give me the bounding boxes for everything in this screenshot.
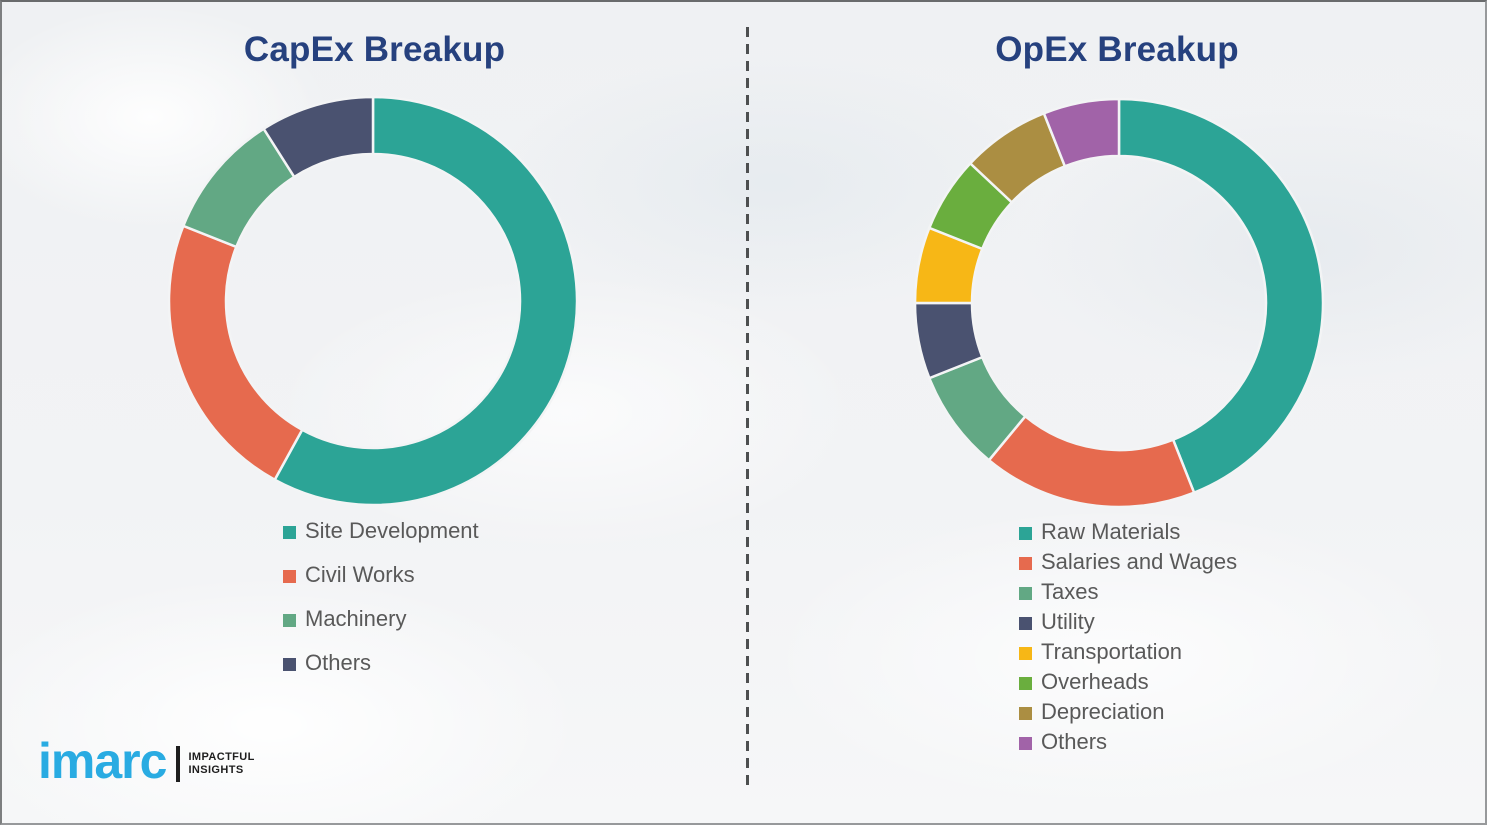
legend-label: Depreciation [1041, 699, 1165, 724]
legend-label: Civil Works [305, 562, 415, 587]
capex-legend: Site Development Civil Works Machinery Othe… [283, 510, 479, 686]
legend-item-raw-materials: Raw Materials [1019, 518, 1237, 548]
legend-item-salaries-and-wages: Salaries and Wages [1019, 548, 1237, 578]
legend-label: Others [1041, 729, 1108, 754]
legend-item-utility: Utility [1019, 608, 1237, 638]
legend-item-machinery: Machinery [283, 598, 479, 642]
imarc-logo: imarc IMPACTFUL INSIGHTS [38, 736, 255, 786]
logo-divider-bar [176, 746, 181, 782]
legend-item-depreciation: Depreciation [1019, 698, 1237, 728]
legend-swatch [283, 613, 296, 627]
donut-segment-others [261, 95, 375, 179]
dashed-divider [746, 27, 749, 790]
opex-legend: Raw Materials Salaries and Wages Taxes Util… [1019, 518, 1237, 758]
legend-item-civil-works: Civil Works [283, 554, 479, 598]
legend-label: Site Development [305, 518, 479, 543]
capex-chart-title: CapEx Breakup [243, 30, 506, 69]
opex-chart-title: OpEx Breakup [995, 30, 1239, 69]
legend-label: Others [305, 650, 372, 675]
donut-segment-others [1042, 97, 1121, 168]
legend-swatch [283, 525, 296, 539]
donut-segment-civil-works [167, 224, 304, 482]
legend-label: Utility [1041, 609, 1095, 634]
donut-segment-raw-materials [1117, 97, 1325, 495]
legend-label: Machinery [305, 606, 407, 631]
donut-segment-salaries-and-wages [987, 414, 1196, 509]
legend-item-site-development: Site Development [283, 510, 479, 554]
legend-item-others: Others [283, 642, 479, 686]
legend-label: Transportation [1041, 639, 1183, 664]
legend-label: Overheads [1041, 669, 1149, 694]
legend-swatch [283, 657, 296, 671]
capex-donut-chart [167, 95, 579, 507]
legend-swatch [1019, 736, 1032, 750]
legend-swatch [1019, 646, 1032, 660]
donut-segment-site-development [273, 95, 579, 507]
opex-donut-chart [913, 97, 1325, 509]
logo-tagline: IMPACTFUL INSIGHTS [188, 751, 254, 777]
legend-item-transportation: Transportation [1019, 638, 1237, 668]
imarc-logo-wordmark: imarc [38, 733, 167, 789]
legend-swatch [1019, 706, 1032, 720]
legend-swatch [1019, 616, 1032, 630]
legend-item-overheads: Overheads [1019, 668, 1237, 698]
legend-swatch [1019, 526, 1032, 540]
logo-tagline-line1: IMPACTFUL [188, 750, 255, 763]
legend-swatch [1019, 676, 1032, 690]
legend-label: Taxes [1041, 579, 1099, 604]
legend-swatch [1019, 586, 1032, 600]
legend-item-taxes: Taxes [1019, 578, 1237, 608]
legend-label: Raw Materials [1041, 519, 1181, 544]
legend-label: Salaries and Wages [1041, 549, 1238, 574]
legend-swatch [283, 569, 296, 583]
logo-tagline-line2: INSIGHTS [188, 764, 244, 776]
legend-item-others: Others [1019, 728, 1237, 758]
legend-swatch [1019, 556, 1032, 570]
